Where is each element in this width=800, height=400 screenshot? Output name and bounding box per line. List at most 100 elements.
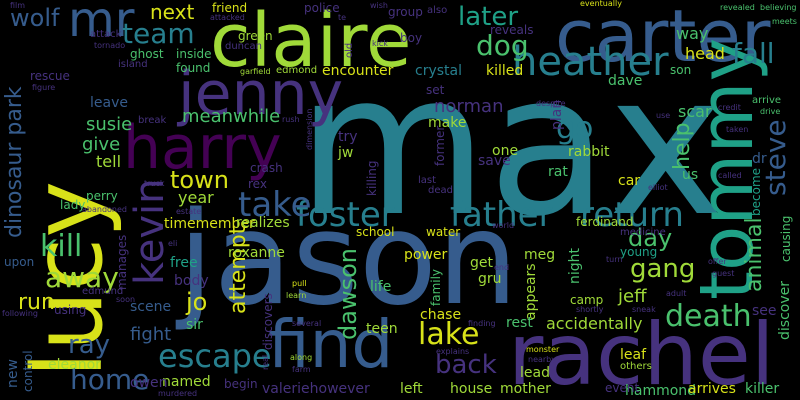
- word-norman: norman: [434, 96, 504, 117]
- word-farm: farm: [292, 365, 311, 374]
- word-jo: jo: [186, 288, 208, 316]
- word-head: head: [685, 44, 725, 63]
- word-world: world: [492, 221, 515, 230]
- word-adult: adult: [666, 289, 687, 298]
- word-home: home: [70, 363, 150, 396]
- word-edmond: edmond: [276, 65, 318, 76]
- word-elliot: elliot: [648, 183, 668, 192]
- word-murdered: murdered: [158, 389, 198, 398]
- word-year: year: [178, 188, 214, 207]
- word-ferdinand: ferdinand: [576, 215, 634, 229]
- word-timemember: timemember: [164, 216, 255, 232]
- word-attempt: attempt: [226, 225, 251, 314]
- word-manages: manages: [115, 234, 129, 290]
- word-discover: discover: [777, 281, 793, 340]
- word-teen: teen: [366, 321, 398, 337]
- word-called: called: [718, 171, 742, 180]
- word-family: family: [429, 268, 443, 306]
- word-town: town: [170, 166, 229, 194]
- word-learn: learn: [286, 291, 307, 300]
- word-encounter: encounter: [322, 63, 394, 79]
- word-jw: jw: [338, 145, 354, 161]
- word-kick: kick: [372, 39, 388, 48]
- word-away: away: [45, 261, 119, 294]
- word-wolf: wolf: [10, 4, 60, 32]
- word-lead: lead: [520, 365, 550, 381]
- word-young: young: [620, 245, 658, 259]
- word-scene: scene: [130, 299, 172, 315]
- word-become: become: [749, 167, 763, 216]
- word-sir: sir: [186, 317, 203, 333]
- word-sneak: sneak: [632, 305, 656, 314]
- word-appears: appears: [523, 263, 539, 320]
- word-real: real: [261, 354, 270, 370]
- word-camp: camp: [570, 293, 604, 307]
- word-gang: gang: [630, 254, 696, 284]
- word-jenny: jenny: [178, 59, 344, 129]
- word-night: night: [567, 247, 583, 284]
- word-boy: boy: [400, 31, 423, 45]
- word-also: also: [427, 5, 448, 16]
- word-former: former: [433, 125, 447, 166]
- word-eleanor: eleanor: [48, 357, 101, 373]
- word-edmund: edmund: [82, 286, 124, 297]
- word-fall: fall: [732, 37, 775, 70]
- word-team: team: [122, 17, 195, 50]
- word-attack: attack: [90, 29, 122, 40]
- word-upon: upon: [4, 255, 35, 269]
- word-mother: mother: [500, 381, 551, 397]
- word-mr: mr: [68, 0, 135, 48]
- word-finding: finding: [468, 319, 496, 328]
- word-end: end: [494, 263, 510, 272]
- word-pull: pull: [292, 279, 307, 288]
- word-believing: believing: [760, 3, 797, 12]
- word-rush: rush: [282, 115, 300, 124]
- word-using: using: [54, 303, 87, 317]
- word-event: event: [605, 381, 640, 395]
- word-give: give: [82, 134, 121, 155]
- word-last: last: [418, 175, 437, 186]
- word-shortly: shortly: [576, 305, 604, 314]
- word-police: police: [304, 1, 340, 15]
- word-day: day: [628, 224, 673, 252]
- word-nearby: nearby: [528, 355, 556, 364]
- word-leave: leave: [90, 95, 128, 111]
- word-us: us: [682, 167, 699, 183]
- word-valeriehowever: valeriehowever: [262, 381, 370, 397]
- word-rabbit: rabbit: [568, 144, 610, 160]
- word-ghost: ghost: [130, 47, 164, 61]
- word-run: run: [18, 290, 55, 315]
- word-meets: meets: [772, 17, 797, 26]
- word-revealed: revealed: [720, 3, 755, 12]
- word-save: save: [478, 153, 511, 169]
- word-wish: wish: [370, 1, 389, 10]
- word-try: try: [338, 129, 358, 145]
- word-guest: guest: [712, 269, 735, 278]
- word-house: house: [450, 381, 493, 397]
- word-max: max: [297, 32, 725, 260]
- word-arrive: arrive: [752, 95, 782, 106]
- word-found: found: [176, 61, 211, 75]
- word-realizes: realizes: [236, 215, 290, 231]
- word-meg: meg: [524, 247, 556, 263]
- word-crystal: crystal: [415, 63, 462, 79]
- word-take: take: [238, 185, 312, 225]
- word-monster: monster: [526, 345, 560, 354]
- word-killer: killer: [745, 381, 780, 397]
- word-next: next: [150, 0, 195, 24]
- word-dog: dog: [476, 29, 529, 62]
- word-roxanne: roxanne: [228, 245, 285, 261]
- word-leaf: leaf: [620, 347, 647, 363]
- word-kill: kill: [40, 229, 83, 264]
- word-life: life: [370, 279, 392, 295]
- word-see: see: [752, 303, 777, 319]
- word-explains: explains: [436, 347, 470, 356]
- word-killed: killed: [486, 63, 524, 79]
- word-offer: offer: [708, 257, 727, 266]
- word-jeff: jeff: [618, 286, 647, 307]
- word-killing: killing: [365, 160, 379, 196]
- word-ray: ray: [68, 330, 111, 360]
- word-carter: carter: [555, 0, 771, 78]
- word-rest: rest: [506, 315, 533, 331]
